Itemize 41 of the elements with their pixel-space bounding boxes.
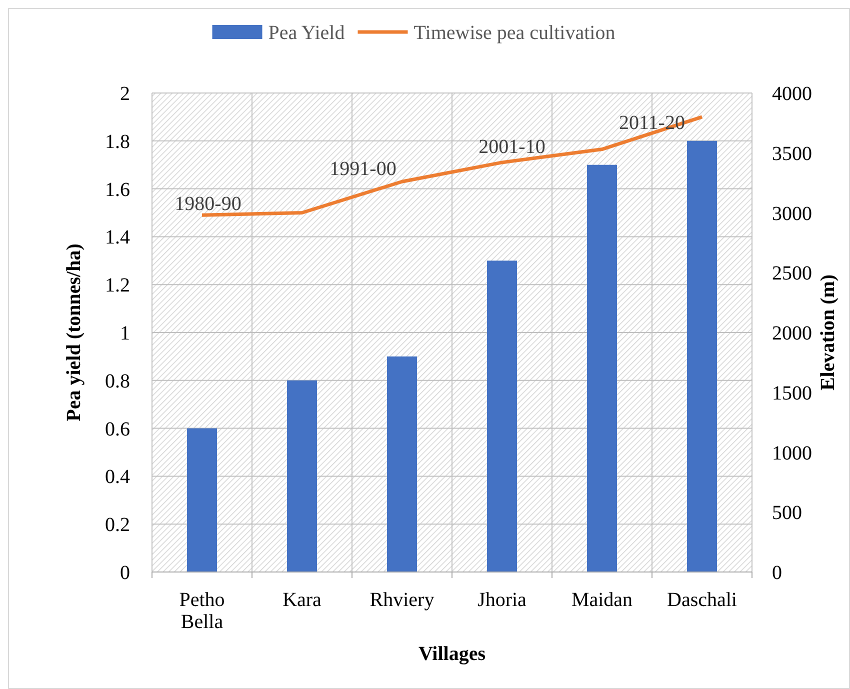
annotation: 2001-10 <box>478 136 546 158</box>
y-tick-label: 0.8 <box>105 370 130 392</box>
y-tick-label: 0 <box>120 562 130 584</box>
y2-tick-label: 4000 <box>772 83 812 105</box>
y2-tick-label: 500 <box>772 502 802 524</box>
y2-tick-label: 3000 <box>772 202 812 225</box>
annotation: 2011-20 <box>619 112 685 134</box>
x-axis-title: Villages <box>418 643 486 665</box>
x-tick-label: Maidan <box>571 589 633 611</box>
y2-tick-label: 2500 <box>772 262 812 285</box>
bar <box>187 428 217 572</box>
y-tick-label: 2 <box>120 83 130 105</box>
y-tick-label: 0.6 <box>105 418 130 440</box>
y2-tick-label: 3500 <box>772 142 812 165</box>
x-tick-label: Rhviery <box>370 589 434 611</box>
y-tick-label: 1.4 <box>105 226 130 249</box>
bar <box>487 260 517 572</box>
y-tick-label: 1.6 <box>105 178 130 201</box>
y-tick-label: 1.2 <box>105 274 130 297</box>
y-tick-label: 0.2 <box>105 514 130 536</box>
legend-label: Pea Yield <box>268 22 345 44</box>
x-tick-label: Jhoria <box>478 589 527 611</box>
y2-tick-label: 2000 <box>772 322 812 344</box>
annotation: 1980-90 <box>174 193 242 215</box>
y2-axis-title: Elevation (m) <box>817 274 839 391</box>
annotation: 1991-00 <box>330 158 396 180</box>
y2-tick-label: 1000 <box>772 442 812 464</box>
y-tick-label: 1 <box>120 322 130 344</box>
y2-tick-label: 0 <box>772 562 782 584</box>
x-tick-label: Kara <box>282 589 322 611</box>
legend-label: Timewise pea cultivation <box>414 22 616 44</box>
x-tick-label: Daschali <box>667 589 738 611</box>
y-tick-label: 1.8 <box>105 130 130 153</box>
bar <box>387 356 417 572</box>
bar <box>287 380 317 572</box>
bar <box>687 140 717 572</box>
x-tick-label: Petho Bella <box>179 589 225 633</box>
y2-tick-label: 1500 <box>772 382 812 404</box>
bar <box>587 164 617 572</box>
y-tick-label: 0.4 <box>105 466 130 488</box>
y-axis-title: Pea yield (tonnes/ha) <box>63 244 85 422</box>
